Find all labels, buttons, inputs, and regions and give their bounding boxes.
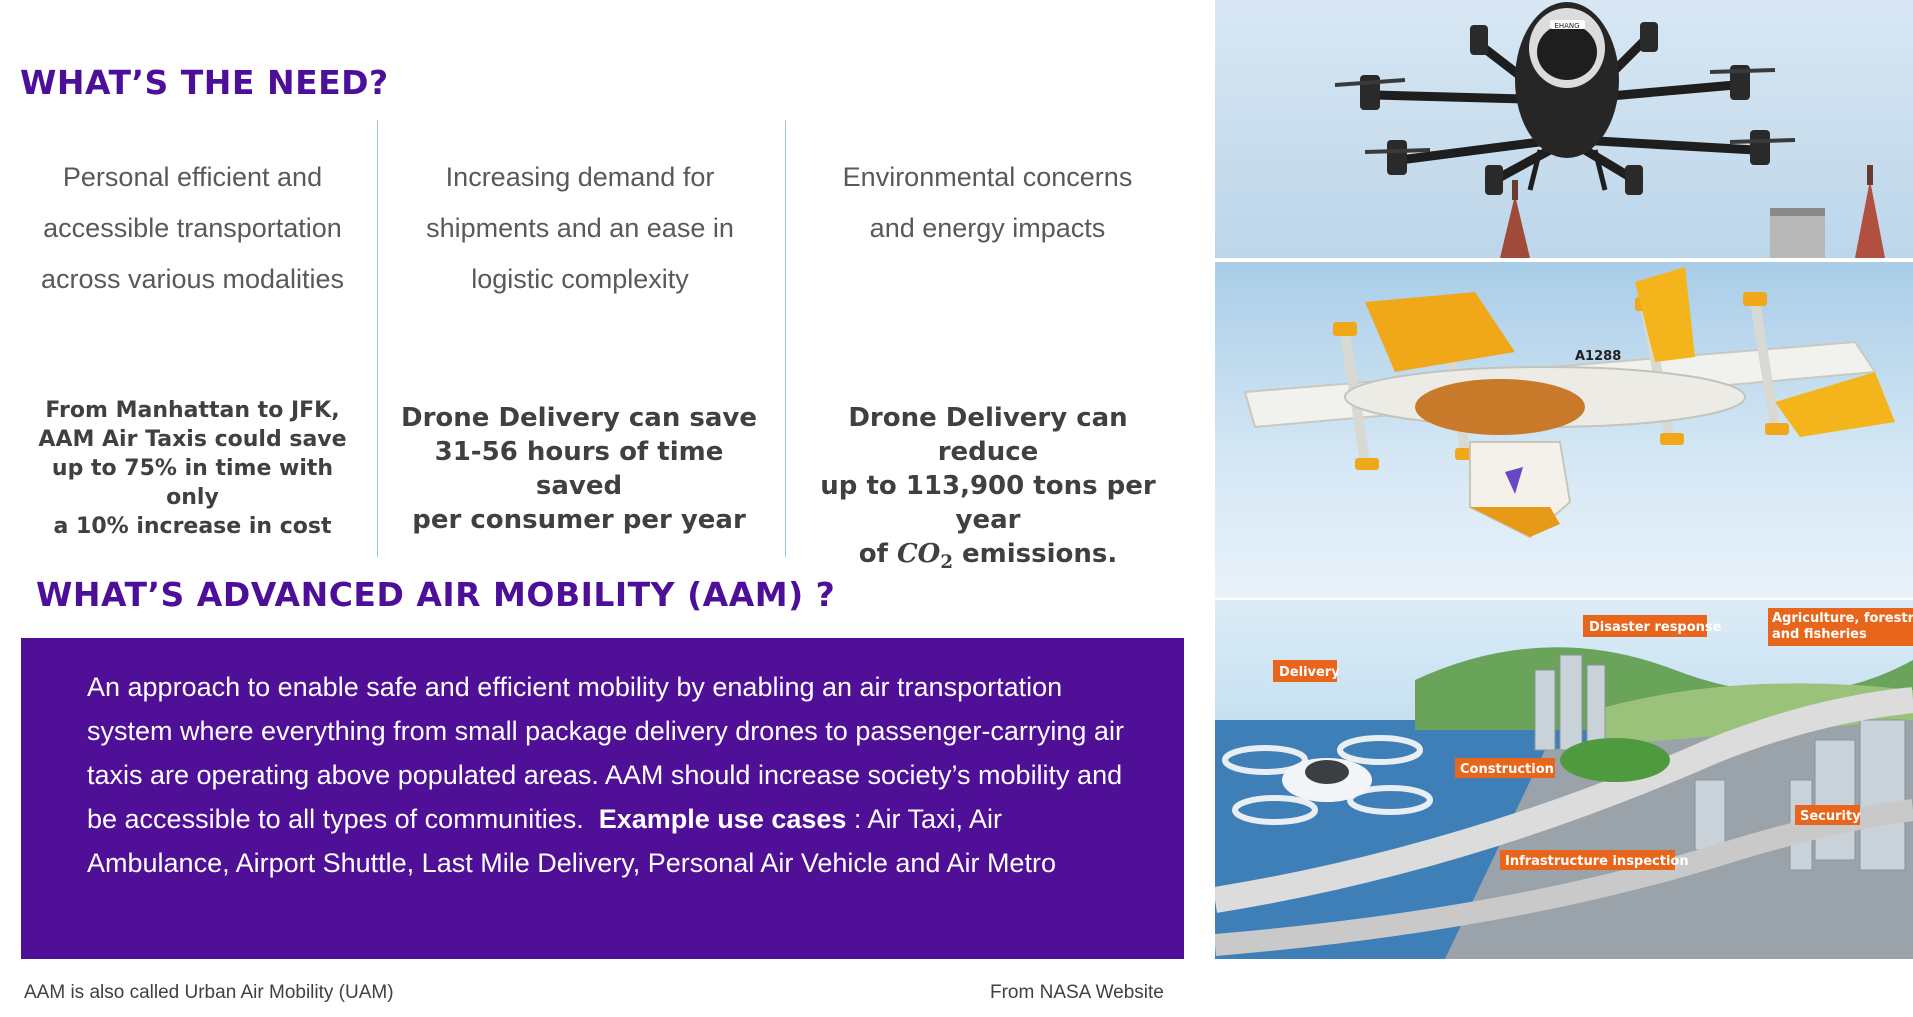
aam-definition-box: An approach to enable safe and efficient… [21,638,1184,959]
label-construction: Construction [1460,762,1554,777]
stat-line: Drone Delivery can reduce [848,403,1128,467]
stat-line: per consumer per year [412,505,746,535]
stat-line: a 10% increase in cost [53,514,332,539]
stat-line: up to 113,900 tons per year [820,471,1156,535]
need-heading: WHAT’S THE NEED? [20,63,389,102]
stat-line: up to 75% in time with only [51,456,334,510]
label-fisheries: and fisheries [1772,627,1867,642]
need-line: logistic complexity [471,264,689,294]
use-cases-map: Delivery Disaster response Agriculture, … [1215,608,1913,959]
stat-line: of CO2 emissions. [798,537,1178,580]
stat-prefix: of [858,539,897,569]
label-disaster-response: Disaster response [1589,620,1722,635]
need-column-2: Increasing demand for shipments and an e… [395,152,765,305]
column-divider-2 [785,120,786,557]
stat-line: From Manhattan to JFK, [45,398,340,423]
need-line: Environmental concerns [842,162,1133,192]
delivery-drone-photo: A1288 [1215,262,1913,598]
drone-id-label: A1288 [1575,349,1621,364]
air-taxi-photo: EHANG [1215,0,1913,258]
examples-list: : Air Taxi, Air Ambulance, Airport Shutt… [87,804,1056,878]
aam-heading: WHAT’S ADVANCED AIR MOBILITY (AAM) ? [36,575,836,614]
label-security: Security [1800,809,1861,824]
stat-line: 31-56 hours of time saved [434,437,724,501]
footnote-uam: AAM is also called Urban Air Mobility (U… [24,982,394,1003]
need-line: across various modalities [40,264,345,294]
examples-label: Example use cases [598,804,847,834]
aam-description: An approach to enable safe and efficient… [87,672,1124,834]
need-line: shipments and an ease in [426,213,734,243]
delivery-drone-illustration: A1288 [1243,267,1895,539]
aam-use-cases-illustration: Delivery Disaster response Agriculture, … [1215,600,1913,959]
footnote-source: From NASA Website [990,982,1164,1003]
label-agriculture: Agriculture, forestry, [1772,611,1913,626]
aam-definition-text: An approach to enable safe and efficient… [87,665,1147,885]
need-line: Increasing demand for [445,162,715,192]
stat-line: Drone Delivery can save [400,403,758,433]
co2-formula: CO2 [896,539,953,574]
label-infrastructure-inspection: Infrastructure inspection [1505,854,1689,869]
need-line: accessible transportation [43,213,342,243]
stat-line: AAM Air Taxis could save [38,427,347,452]
stat-column-3: Drone Delivery can reduce up to 113,900 … [798,401,1178,580]
ehang-label: EHANG [1554,22,1579,30]
need-column-3: Environmental concerns and energy impact… [800,152,1175,254]
need-column-1: Personal efficient and accessible transp… [20,152,365,305]
air-taxi-illustration: EHANG [1334,2,1885,258]
column-divider-1 [377,120,378,557]
need-line: Personal efficient and [62,162,323,192]
stat-column-2: Drone Delivery can save 31-56 hours of t… [390,401,768,537]
stat-suffix: emissions. [952,539,1118,569]
stat-column-1: From Manhattan to JFK, AAM Air Taxis cou… [30,396,355,541]
label-delivery: Delivery [1279,665,1340,680]
need-line: and energy impacts [869,213,1106,243]
